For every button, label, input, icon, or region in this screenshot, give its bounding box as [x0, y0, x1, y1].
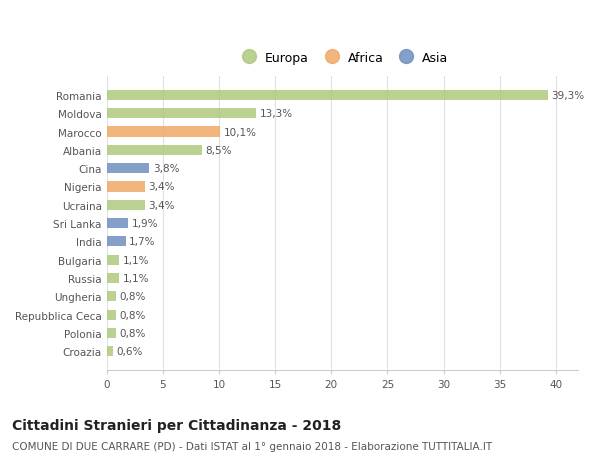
Text: 3,8%: 3,8% [152, 164, 179, 174]
Text: 3,4%: 3,4% [148, 201, 175, 210]
Bar [107, 310, 116, 320]
Text: 13,3%: 13,3% [259, 109, 293, 119]
Legend: Europa, Africa, Asia: Europa, Africa, Asia [233, 48, 452, 68]
Text: 39,3%: 39,3% [551, 91, 584, 101]
Text: 10,1%: 10,1% [223, 127, 256, 137]
Bar [107, 347, 113, 357]
Bar [107, 218, 128, 229]
Bar [107, 109, 256, 119]
Bar [107, 182, 145, 192]
Bar [107, 164, 149, 174]
Bar [107, 274, 119, 284]
Text: Cittadini Stranieri per Cittadinanza - 2018: Cittadini Stranieri per Cittadinanza - 2… [12, 418, 341, 431]
Text: 3,4%: 3,4% [148, 182, 175, 192]
Text: COMUNE DI DUE CARRARE (PD) - Dati ISTAT al 1° gennaio 2018 - Elaborazione TUTTIT: COMUNE DI DUE CARRARE (PD) - Dati ISTAT … [12, 441, 492, 451]
Bar [107, 90, 548, 101]
Bar [107, 237, 126, 247]
Text: 0,6%: 0,6% [117, 347, 143, 357]
Text: 0,8%: 0,8% [119, 292, 145, 302]
Bar [107, 146, 202, 156]
Text: 1,9%: 1,9% [131, 218, 158, 229]
Bar [107, 328, 116, 338]
Text: 1,1%: 1,1% [122, 274, 149, 284]
Text: 1,1%: 1,1% [122, 255, 149, 265]
Text: 8,5%: 8,5% [205, 146, 232, 156]
Text: 0,8%: 0,8% [119, 310, 145, 320]
Text: 1,7%: 1,7% [129, 237, 155, 247]
Text: 0,8%: 0,8% [119, 328, 145, 338]
Bar [107, 255, 119, 265]
Bar [107, 200, 145, 210]
Bar [107, 292, 116, 302]
Bar [107, 127, 220, 137]
